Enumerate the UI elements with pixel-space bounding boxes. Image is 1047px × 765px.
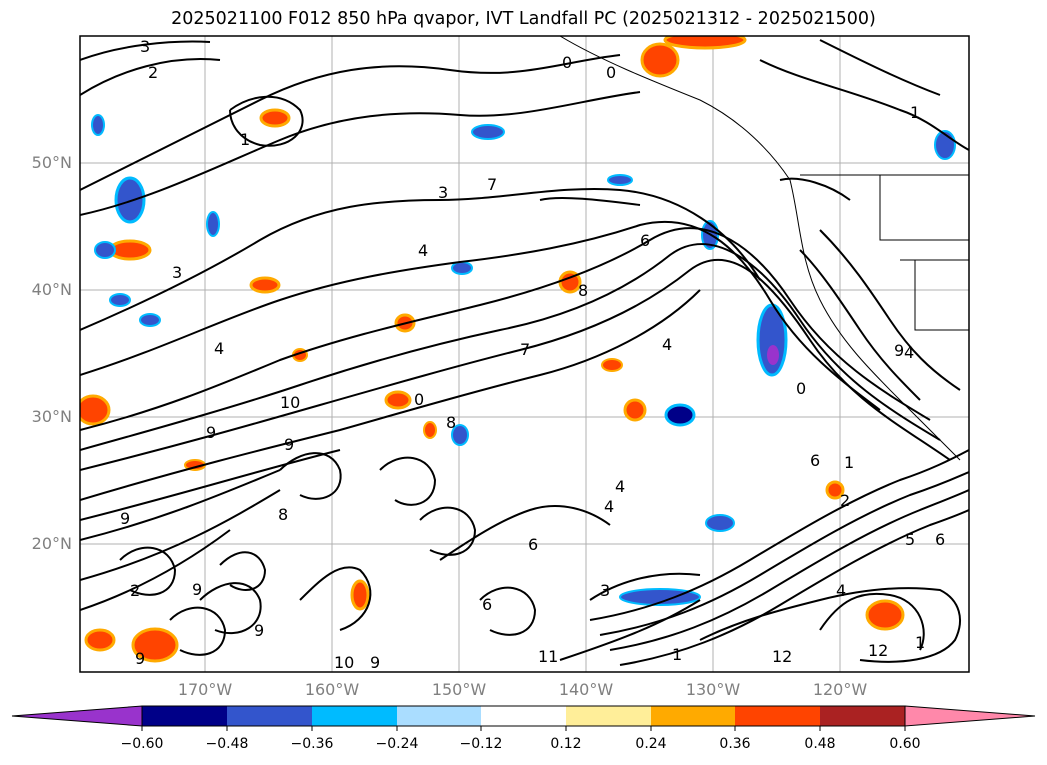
contour-label: 12	[772, 647, 792, 666]
colorbar-swatch	[566, 706, 651, 726]
colorbar-extend-high	[904, 705, 1036, 727]
colorbar-swatch	[651, 706, 735, 726]
contour-label: 0	[414, 390, 424, 409]
contour-label: 2	[130, 581, 140, 600]
lat-label: 50°N	[31, 153, 72, 172]
colorbar-tick-label: 0.24	[635, 736, 667, 752]
contour-label: 1	[672, 645, 682, 664]
lon-label: 150°W	[431, 680, 487, 699]
coastline	[559, 36, 969, 461]
contour-label: 9	[135, 649, 145, 668]
contour-label: 4	[418, 241, 428, 260]
colorbar-tick-label: −0.24	[375, 736, 419, 752]
colorbar-tick-label: 0.60	[889, 736, 921, 752]
contour-label: 4	[836, 581, 846, 600]
lat-label: 20°N	[31, 534, 72, 553]
ivt-contours	[80, 39, 969, 666]
contour-label: 0	[562, 53, 572, 72]
contour-label: 1	[910, 103, 920, 122]
colorbar-swatch	[142, 706, 227, 726]
contour-label: 5	[905, 530, 915, 549]
contour-label: 4	[615, 477, 625, 496]
contour-label: 9	[254, 621, 264, 640]
contour-label: 6	[810, 451, 820, 470]
contour-labels: 3 2 1 0 0 1 3 7 4 3 6 4 8 4 7 9 9 0 8 6 …	[120, 37, 945, 672]
contour-label: 9	[206, 423, 216, 442]
lon-label: 170°W	[177, 680, 233, 699]
contour-label: 3	[600, 581, 610, 600]
contour-label: 10	[334, 653, 354, 672]
colorbar-swatch	[820, 706, 905, 726]
contour-label: 2	[840, 491, 850, 510]
colorbar-swatch	[481, 706, 566, 726]
contour-label: 9	[894, 341, 904, 360]
colorbar	[11, 705, 1036, 731]
contour-label: 3	[172, 263, 182, 282]
colorbar-swatch	[312, 706, 397, 726]
contour-label: 9	[120, 509, 130, 528]
contour-label: 4	[214, 339, 224, 358]
contour-label: 1	[844, 453, 854, 472]
contour-label: 9	[370, 653, 380, 672]
contour-label: 2	[148, 63, 158, 82]
contour-label: 10	[280, 393, 300, 412]
colorbar-swatch	[397, 706, 481, 726]
lat-label: 40°N	[31, 280, 72, 299]
lon-label: 160°W	[304, 680, 360, 699]
contour-label: 3	[438, 183, 448, 202]
contour-label: 7	[520, 340, 530, 359]
colorbar-tick-label: −0.36	[290, 736, 334, 752]
contour-label: 6	[482, 595, 492, 614]
contour-label: 3	[140, 37, 150, 56]
contour-label: 12	[868, 641, 888, 660]
contour-label: 4	[904, 343, 914, 362]
graticule	[80, 36, 969, 672]
colorbar-swatch	[735, 706, 820, 726]
contour-label: 6	[935, 530, 945, 549]
lon-label: 130°W	[685, 680, 741, 699]
colorbar-tick-label: 0.36	[719, 736, 751, 752]
colorbar-tick-label: −0.60	[120, 736, 164, 752]
contour-label: 6	[528, 535, 538, 554]
colorbar-tick-label: 0.12	[550, 736, 582, 752]
lon-label: 140°W	[558, 680, 614, 699]
colorbar-swatch	[227, 706, 312, 726]
contour-label: 4	[662, 335, 672, 354]
colorbar-tick-label: −0.12	[459, 736, 503, 752]
colorbar-tick-label: −0.48	[205, 736, 249, 752]
contour-label: 1	[915, 633, 925, 652]
contour-label: 1	[240, 130, 250, 149]
lat-label: 30°N	[31, 407, 72, 426]
contour-label: 8	[578, 281, 588, 300]
contour-label: 6	[640, 231, 650, 250]
contour-label: 9	[284, 435, 294, 454]
lon-label: 120°W	[812, 680, 868, 699]
contour-label: 7	[487, 175, 497, 194]
contour-label: 8	[446, 413, 456, 432]
contour-label: 0	[796, 379, 806, 398]
contour-label: 8	[278, 505, 288, 524]
contour-label: 11	[538, 647, 558, 666]
colorbar-tick-label: 0.48	[804, 736, 836, 752]
contour-label: 0	[606, 63, 616, 82]
map-title: 2025021100 F012 850 hPa qvapor, IVT Land…	[171, 9, 876, 29]
colorbar-extend-low	[11, 705, 143, 727]
qvapor-fill	[80, 36, 956, 663]
contour-label: 9	[192, 580, 202, 599]
contour-label: 4	[604, 497, 614, 516]
map-frame	[79, 35, 970, 673]
